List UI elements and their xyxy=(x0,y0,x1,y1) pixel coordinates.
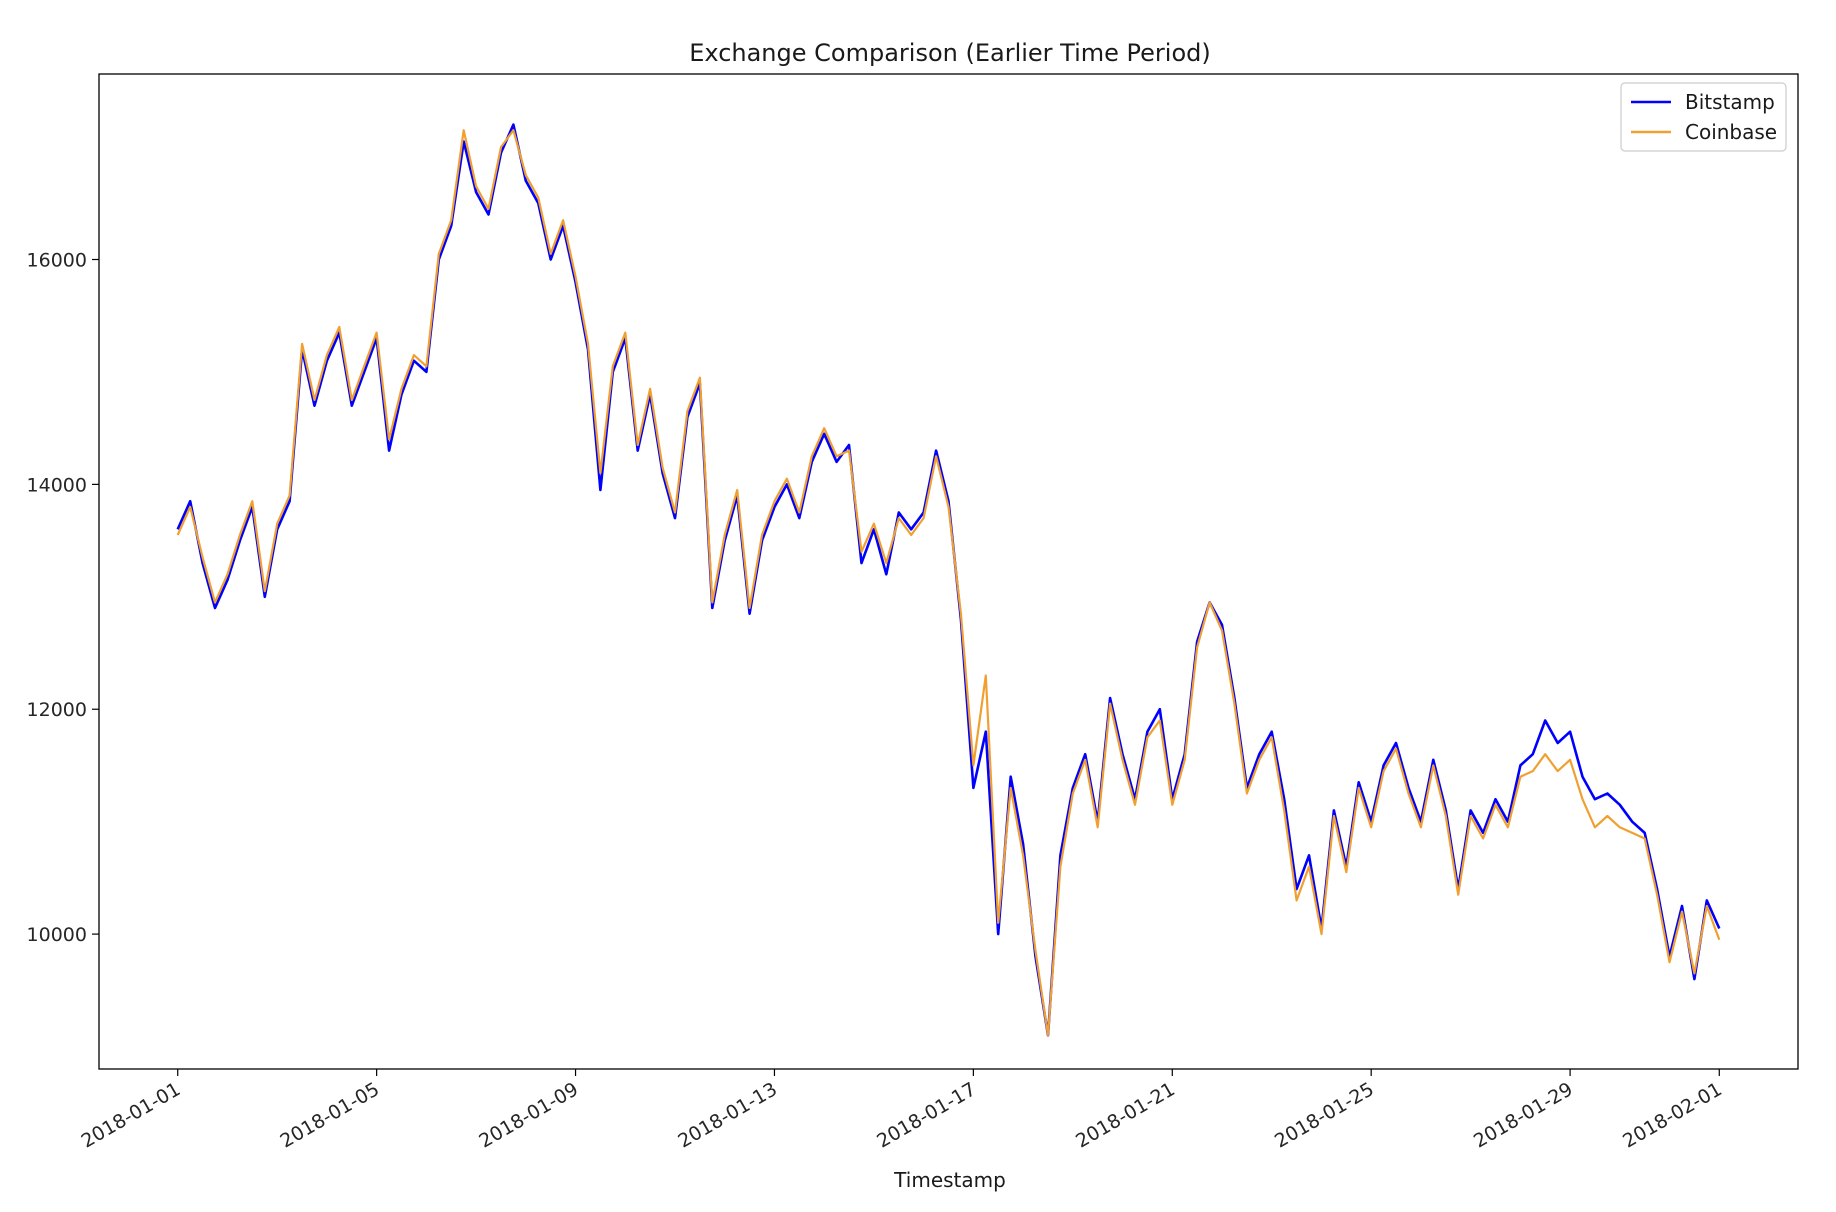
x-tick-label: 2018-02-01 xyxy=(1619,1078,1726,1152)
x-tick-label: 2018-01-17 xyxy=(873,1078,980,1152)
y-tick-label: 12000 xyxy=(27,699,87,721)
plot-frame xyxy=(98,73,1799,1070)
legend-label-coinbase: Coinbase xyxy=(1685,120,1777,144)
y-axis: 10000 12000 14000 16000 xyxy=(27,250,99,946)
x-tick-label: 2018-01-09 xyxy=(475,1078,582,1152)
x-axis-label: Timestamp xyxy=(893,1168,1006,1192)
plot-series xyxy=(176,123,1721,1037)
x-tick-label: 2018-01-01 xyxy=(78,1078,185,1152)
y-tick-label: 14000 xyxy=(27,474,87,496)
y-tick-label: 16000 xyxy=(27,250,87,272)
x-tick-label: 2018-01-29 xyxy=(1470,1078,1577,1152)
legend-label-bitstamp: Bitstamp xyxy=(1685,90,1775,114)
y-tick-label: 10000 xyxy=(27,924,87,946)
legend-box xyxy=(1620,82,1787,152)
chart-title: Exchange Comparison (Earlier Time Period… xyxy=(689,39,1210,67)
x-tick-label: 2018-01-21 xyxy=(1072,1078,1179,1152)
series-line-coinbase xyxy=(176,129,1721,1037)
x-tick-label: 2018-01-13 xyxy=(674,1078,781,1152)
x-axis: 2018-01-01 2018-01-05 2018-01-09 2018-01-13… xyxy=(78,1069,1726,1153)
x-tick-label: 2018-01-25 xyxy=(1271,1078,1378,1152)
series-line-bitstamp xyxy=(176,123,1721,1037)
x-tick-label: 2018-01-05 xyxy=(277,1078,384,1152)
legend: Bitstamp Coinbase xyxy=(1620,82,1787,152)
